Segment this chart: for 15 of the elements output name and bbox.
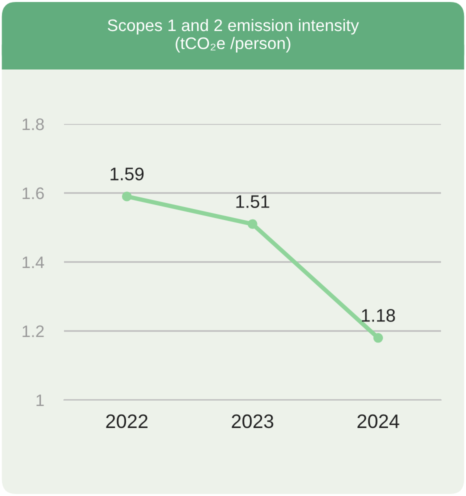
x-tick-label: 2024: [358, 414, 400, 428]
y-tick-label: 1.2: [22, 325, 44, 338]
y-tick-label: 1.6: [22, 187, 44, 200]
data-label: 1.18: [362, 309, 395, 322]
chart-title: Scopes 1 and 2 emission intensity (tCO₂e /person): [108, 18, 359, 52]
point: [373, 333, 384, 343]
data-label: 1.51: [236, 195, 270, 208]
y-tick-label: 1.8: [22, 118, 44, 130]
x-tick-label: 2023: [232, 414, 274, 428]
y-tick-label: 1: [36, 394, 44, 406]
data-label: 1.59: [110, 168, 144, 180]
x-tick-label: 2022: [106, 414, 148, 428]
y-tick-label: 1.4: [22, 256, 44, 268]
point: [122, 192, 132, 202]
point: [248, 219, 258, 229]
